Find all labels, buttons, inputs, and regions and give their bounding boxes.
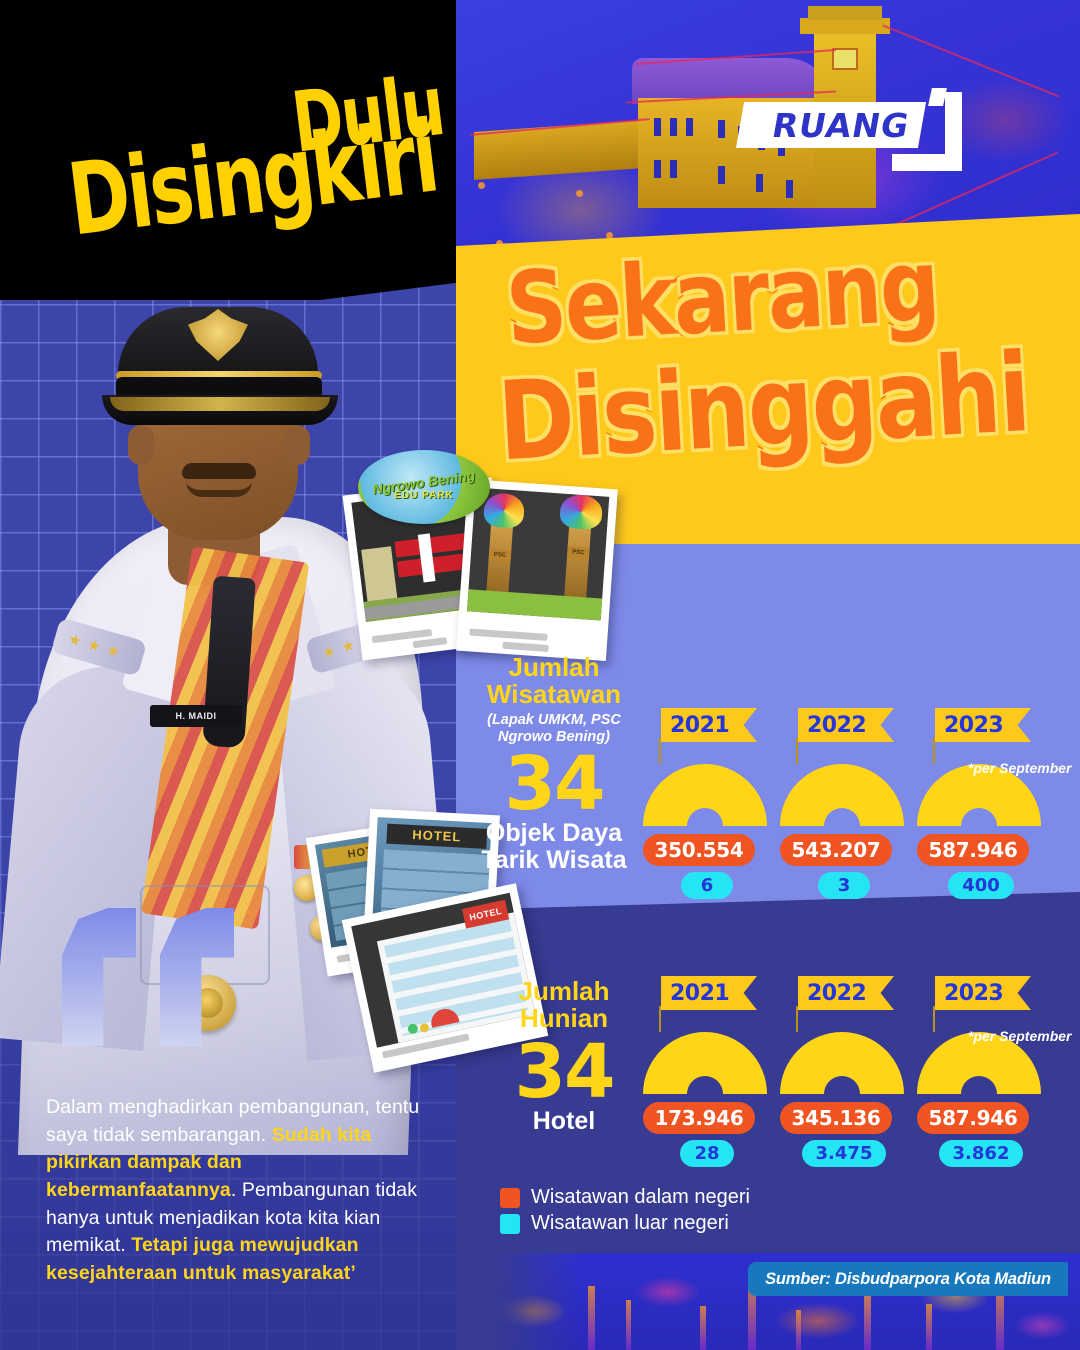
- ruang-logo-text: RUANG: [769, 105, 913, 145]
- mayor-quote: Dalam menghadirkan pembangunan, tentu sa…: [46, 1094, 424, 1288]
- quote-highlight-2: Tetapi juga mewujudkan kesejahteraan unt…: [46, 1234, 359, 1285]
- year-group-2021-wisatawan: 2021 350.554 6: [643, 708, 771, 899]
- value-foreign: 28: [680, 1140, 734, 1167]
- year-group-2021-hunian: 2021 173.946 28: [643, 976, 771, 1167]
- value-domestic: 173.946: [643, 1102, 755, 1134]
- psc-label-right: PSC: [566, 546, 590, 560]
- value-domestic: 543.207: [780, 834, 892, 866]
- right-panel: RUANG Sekarang Disinggahi: [456, 0, 1080, 1350]
- stat-title-1: Jumlah Wisatawan: [486, 652, 622, 710]
- note-per-september-2: *per September: [968, 1028, 1072, 1044]
- year-group-2023-hunian: 2023 587.946 3.862: [917, 976, 1045, 1167]
- legend-swatch-foreign: [500, 1213, 520, 1234]
- stat-title-2: Jumlah Hunian: [518, 976, 610, 1034]
- year-label: 2022: [807, 980, 867, 1006]
- psc-label-left: PSC: [488, 548, 512, 563]
- value-domestic: 345.136: [780, 1102, 892, 1134]
- year-label: 2023: [944, 712, 1004, 738]
- dulu-disingkiri-banner: Dulu Disingkiri: [0, 0, 456, 300]
- edu-park-sub: EDU PARK: [394, 489, 454, 501]
- legend-label-domestic: Wisatawan dalam negeri: [531, 1186, 750, 1208]
- stat-unit-2: Hotel: [532, 1107, 596, 1136]
- note-per-september-1: *per September: [968, 760, 1072, 776]
- photo-stack-tourism: PSC PSC Ngrowo Bening EDU PARK: [340, 450, 640, 668]
- ruang-logo[interactable]: RUANG: [735, 88, 980, 188]
- year-group-2022-hunian: 2022 345.136 3.475: [780, 976, 908, 1167]
- arch-bar: [643, 764, 767, 826]
- legend-swatch-domestic: [500, 1187, 520, 1208]
- year-label: 2023: [944, 980, 1004, 1006]
- source-badge: Sumber: Disbudparpora Kota Madiun: [748, 1262, 1068, 1296]
- legend-label-foreign: Wisatawan luar negeri: [531, 1212, 729, 1234]
- year-group-2022-wisatawan: 2022 543.207 3: [780, 708, 908, 899]
- stat-unit-1: Objek Daya Tarik Wisata: [481, 819, 627, 874]
- quote-highlight-1: Sudah kita pikirkan dampak dan kebermanf…: [46, 1123, 372, 1202]
- ngrowo-bening-edu-park-logo: Ngrowo Bening EDU PARK: [358, 450, 490, 524]
- value-foreign: 3.862: [938, 1140, 1024, 1167]
- value-foreign: 6: [681, 872, 733, 899]
- stat-jumlah-hunian: Jumlah Hunian 34 Hotel: [494, 976, 634, 1136]
- year-label: 2022: [807, 712, 867, 738]
- arch-bar: [643, 1032, 767, 1094]
- polaroid-psc: PSC PSC: [456, 478, 618, 662]
- legend-item-foreign: Wisatawan luar negeri: [500, 1212, 750, 1235]
- chart-legend: Wisatawan dalam negeri Wisatawan luar ne…: [500, 1186, 750, 1238]
- value-domestic: 350.554: [643, 834, 755, 866]
- arch-bar: [780, 764, 904, 826]
- legend-item-domestic: Wisatawan dalam negeri: [500, 1186, 750, 1209]
- stat-jumlah-wisatawan: Jumlah Wisatawan (Lapak UMKM, PSC Ngrowo…: [474, 652, 634, 874]
- quote-mark-icon: [62, 908, 234, 1046]
- stat-bignumber-1: 34: [504, 741, 606, 828]
- mayor-portrait: H. MAIDI: [0, 285, 456, 1155]
- left-panel: H. MAIDI Dulu Disingkiri: [0, 0, 456, 1350]
- value-domestic: 587.946: [917, 1102, 1029, 1134]
- stat-subtitle-1: (Lapak UMKM, PSC Ngrowo Bening): [487, 712, 621, 746]
- name-tag: H. MAIDI: [150, 705, 242, 727]
- hotel-sign-blue: HOTEL: [386, 823, 488, 849]
- year-group-2023-wisatawan: 2023 587.946 400: [917, 708, 1045, 899]
- arch-bar: [780, 1032, 904, 1094]
- year-label: 2021: [670, 712, 730, 738]
- value-foreign: 3.475: [801, 1140, 887, 1167]
- value-foreign: 400: [948, 872, 1014, 899]
- quote-part-2: . Pembangunan tidak hanya untuk menjadik…: [46, 1179, 418, 1257]
- quote-part-1: Dalam menghadirkan pembangunan, tentu sa…: [46, 1096, 420, 1146]
- year-label: 2021: [670, 980, 730, 1006]
- value-foreign: 3: [818, 872, 870, 899]
- stat-bignumber-2: 34: [514, 1029, 616, 1116]
- value-domestic: 587.946: [917, 834, 1029, 866]
